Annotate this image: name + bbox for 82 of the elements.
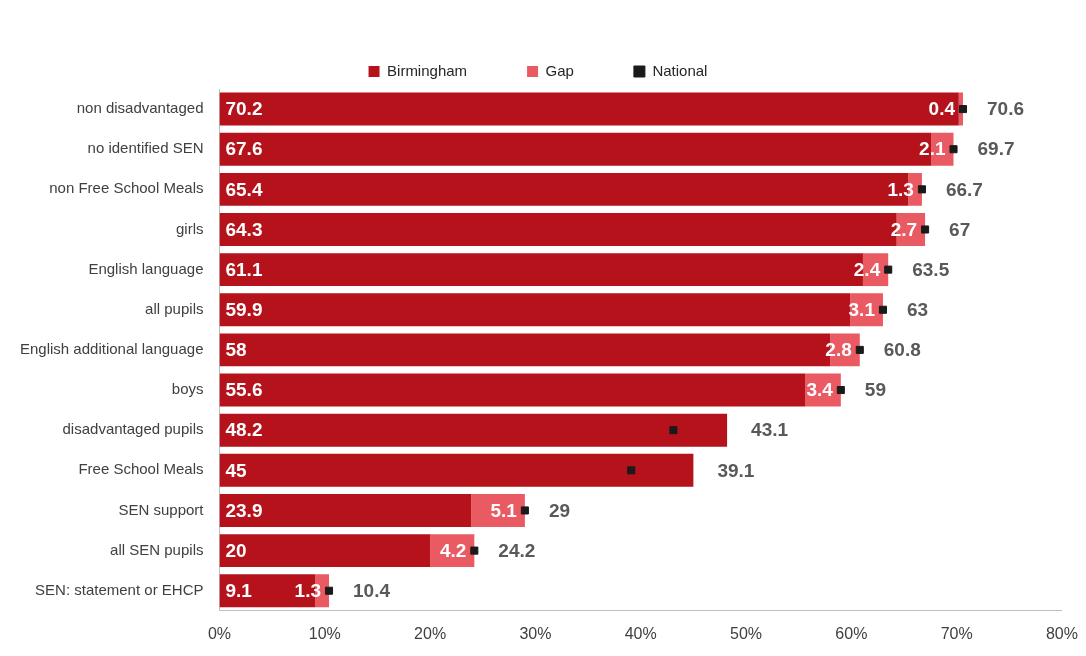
y-tick-label: disadvantaged pupils (62, 420, 204, 438)
data-label: 59 (864, 379, 886, 401)
data-label: 65.4 (225, 178, 263, 200)
data-label: 63 (906, 299, 929, 320)
data-label: 58 (225, 339, 247, 361)
x-tick-label: 50% (730, 624, 763, 642)
bar (219, 453, 694, 487)
legend-label: Birmingham (387, 61, 468, 79)
data-label: 67 (949, 218, 971, 240)
point (627, 466, 636, 475)
point (324, 586, 334, 595)
data-label: 66.7 (945, 178, 983, 200)
data-label: 63.5 (912, 258, 950, 280)
bar (219, 373, 806, 407)
x-tick-label: 20% (414, 624, 447, 642)
point (470, 546, 479, 555)
bar (219, 534, 431, 568)
y-tick-label: all SEN pupils (110, 540, 204, 558)
x-tick-label: 70% (940, 624, 973, 642)
data-label: 2.1 (919, 138, 946, 160)
data-label: 29 (548, 499, 571, 521)
data-label: 4.2 (439, 539, 467, 561)
x-tick-label: 60% (835, 624, 868, 642)
data-label: 55.6 (225, 379, 263, 401)
point (921, 225, 930, 234)
data-label: 45 (225, 459, 248, 481)
point (855, 345, 864, 354)
data-label: 2.4 (853, 258, 881, 280)
data-label: 20 (225, 539, 247, 561)
y-tick-label: boys (171, 380, 204, 398)
legend-label: National (652, 61, 708, 79)
bar (219, 92, 959, 126)
point (520, 506, 529, 515)
data-label: 3.1 (848, 299, 876, 320)
y-tick-label: non disadvantaged (76, 99, 204, 117)
data-label: 70.2 (225, 98, 263, 120)
bar (219, 494, 472, 527)
point (836, 386, 845, 395)
point (958, 105, 968, 114)
annotation: 43.1 (751, 419, 789, 441)
point (878, 305, 887, 314)
data-label: 1.3 (887, 178, 914, 200)
bar (219, 293, 851, 327)
y-tick-label: no identified SEN (87, 139, 204, 157)
x-tick-label: 30% (519, 624, 552, 642)
y-tick-label: all pupils (145, 299, 204, 317)
y-tick-label: English language (88, 259, 204, 277)
data-label: 69.7 (977, 138, 1015, 160)
x-tick-label: 40% (624, 624, 657, 642)
y-tick-label: English additional language (19, 340, 204, 358)
y-tick-label: girls (175, 219, 204, 237)
data-label: 60.8 (883, 339, 921, 361)
data-label: 5.1 (490, 499, 518, 521)
annotation: 39.1 (717, 459, 755, 481)
bar (219, 413, 728, 447)
data-label: 1.3 (294, 579, 322, 601)
y-tick-label: SEN support (118, 500, 205, 518)
legend-label: Gap (545, 61, 574, 79)
point (949, 145, 958, 154)
data-label: 24.2 (498, 539, 536, 561)
point (669, 426, 678, 435)
data-label: 70.6 (986, 98, 1024, 120)
data-label: 67.6 (225, 138, 263, 160)
data-label: 0.4 (928, 98, 956, 120)
point (884, 265, 893, 274)
data-label: 2.8 (825, 339, 852, 361)
y-tick-label: Free School Meals (78, 460, 204, 478)
y-tick-label: non Free School Meals (49, 179, 204, 197)
point (917, 185, 926, 194)
x-tick-label: 10% (308, 624, 341, 642)
data-label: 59.9 (225, 299, 263, 320)
y-tick-label: SEN: statement or EHCP (35, 580, 204, 598)
data-label: 48.2 (225, 419, 263, 441)
data-label: 64.3 (225, 218, 263, 240)
data-label: 3.4 (806, 379, 834, 401)
x-tick-label: 0% (207, 624, 232, 642)
data-label: 2.7 (890, 218, 918, 240)
data-label: 23.9 (225, 499, 263, 521)
data-label: 61.1 (225, 258, 263, 280)
data-label: 10.4 (353, 579, 391, 601)
x-tick-label: 80% (1045, 624, 1078, 642)
data-label: 9.1 (225, 579, 253, 601)
